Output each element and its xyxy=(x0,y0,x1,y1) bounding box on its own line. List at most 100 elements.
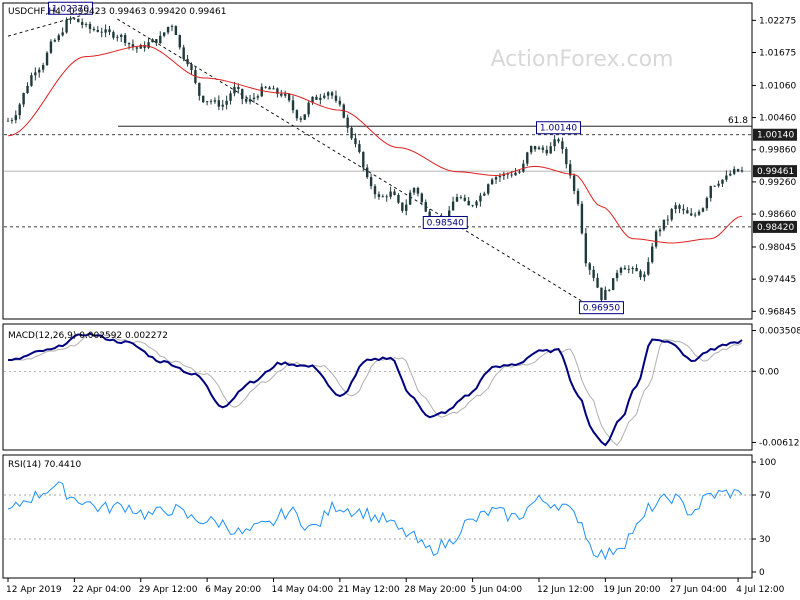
candle-body xyxy=(576,190,580,204)
price-tick-label: 1.00460 xyxy=(759,114,796,124)
candle-body xyxy=(732,169,736,174)
candle-body xyxy=(276,88,279,94)
candle-body xyxy=(217,100,221,107)
candle-body xyxy=(80,22,84,25)
x-tick-label: 28 May 20:00 xyxy=(404,585,466,595)
macd-line xyxy=(7,332,743,447)
candle-body xyxy=(135,47,139,49)
candle-body xyxy=(166,26,170,33)
candle-body xyxy=(147,42,150,48)
candle-body xyxy=(690,213,693,216)
moving-average-line xyxy=(7,45,743,244)
candle-body xyxy=(369,177,373,187)
candle-body xyxy=(424,202,427,212)
candle-body xyxy=(362,151,365,168)
annotation-box xyxy=(47,1,93,15)
x-tick-label: 19 Jun 20:00 xyxy=(603,585,660,595)
candle-body xyxy=(143,45,146,48)
candle-body xyxy=(475,201,478,206)
candle-body xyxy=(479,195,482,202)
candle-body xyxy=(405,204,408,211)
candle-body xyxy=(186,59,189,65)
candle-body xyxy=(338,100,342,105)
candle-body xyxy=(596,277,599,288)
candle-body xyxy=(30,75,33,86)
candle-body xyxy=(323,95,326,98)
candle-body xyxy=(170,26,174,27)
candle-body xyxy=(541,147,545,150)
candle-body xyxy=(455,197,459,202)
candle-body xyxy=(604,289,607,300)
candle-body xyxy=(467,200,470,206)
x-tick-label: 21 May 12:00 xyxy=(338,585,400,595)
candle-body xyxy=(272,88,275,90)
candle-body xyxy=(686,210,689,214)
macd-panel-frame xyxy=(2,323,753,451)
candle-body xyxy=(592,269,595,278)
annotation-label: 0.98540 xyxy=(427,218,464,228)
candle-body xyxy=(670,209,673,220)
candle-body xyxy=(639,271,642,278)
candle-body xyxy=(252,97,256,100)
candle-body xyxy=(49,41,53,53)
candle-body xyxy=(326,92,330,96)
candle-body xyxy=(6,120,10,122)
candle-body xyxy=(393,191,396,195)
candle-body xyxy=(713,185,716,187)
candle-body xyxy=(408,192,412,205)
candle-body xyxy=(237,86,240,89)
candle-body xyxy=(635,267,638,272)
candle-body xyxy=(529,145,533,153)
x-tick-label: 14 May 04:00 xyxy=(271,585,333,595)
candle-body xyxy=(682,208,685,211)
candle-body xyxy=(241,88,244,99)
annotation-label: 1.02370 xyxy=(52,4,89,14)
candle-body xyxy=(565,149,568,165)
macd-tick-label: 0.003508 xyxy=(759,327,800,337)
candle-body xyxy=(209,101,213,102)
candle-body xyxy=(580,203,584,234)
candle-body xyxy=(510,174,513,176)
x-tick-label: 12 Jun 12:00 xyxy=(537,585,594,595)
trendline xyxy=(7,14,83,37)
candle-body xyxy=(213,100,217,102)
candle-body xyxy=(57,35,60,41)
candle-body xyxy=(225,100,228,105)
candle-body xyxy=(104,29,107,33)
x-tick-label: 5 Jun 04:00 xyxy=(471,585,523,595)
candle-body xyxy=(373,186,377,195)
candle-body xyxy=(18,104,21,116)
candle-body xyxy=(53,40,57,42)
candle-body xyxy=(112,32,115,38)
x-tick-label: 12 Apr 2019 xyxy=(6,585,62,595)
candle-body xyxy=(139,45,142,49)
x-tick-label: 22 Apr 04:00 xyxy=(72,585,131,595)
candle-body xyxy=(100,31,103,33)
candle-body xyxy=(155,39,158,44)
candle-body xyxy=(608,289,611,291)
candle-body xyxy=(721,179,724,184)
x-tick-label: 29 Apr 12:00 xyxy=(139,585,198,595)
candle-body xyxy=(334,95,338,101)
candle-body xyxy=(22,93,25,105)
candle-body xyxy=(268,87,271,90)
candle-body xyxy=(561,141,564,150)
candle-body xyxy=(514,172,517,176)
candle-body xyxy=(697,211,701,215)
rsi-tick-label: 30 xyxy=(759,535,771,545)
price-tick-label: 1.01060 xyxy=(759,81,796,91)
candle-body xyxy=(553,139,556,147)
candle-body xyxy=(397,194,400,203)
price-tick-label: 1.02275 xyxy=(759,16,796,26)
candle-body xyxy=(678,205,681,209)
candle-body xyxy=(131,44,135,48)
candle-body xyxy=(643,274,646,278)
current-price-bg xyxy=(753,165,797,178)
candle-body xyxy=(533,145,537,150)
candle-body xyxy=(229,93,232,101)
candle-body xyxy=(73,18,76,20)
candle-body xyxy=(506,173,509,175)
candle-body xyxy=(198,82,201,96)
candle-body xyxy=(725,175,728,180)
